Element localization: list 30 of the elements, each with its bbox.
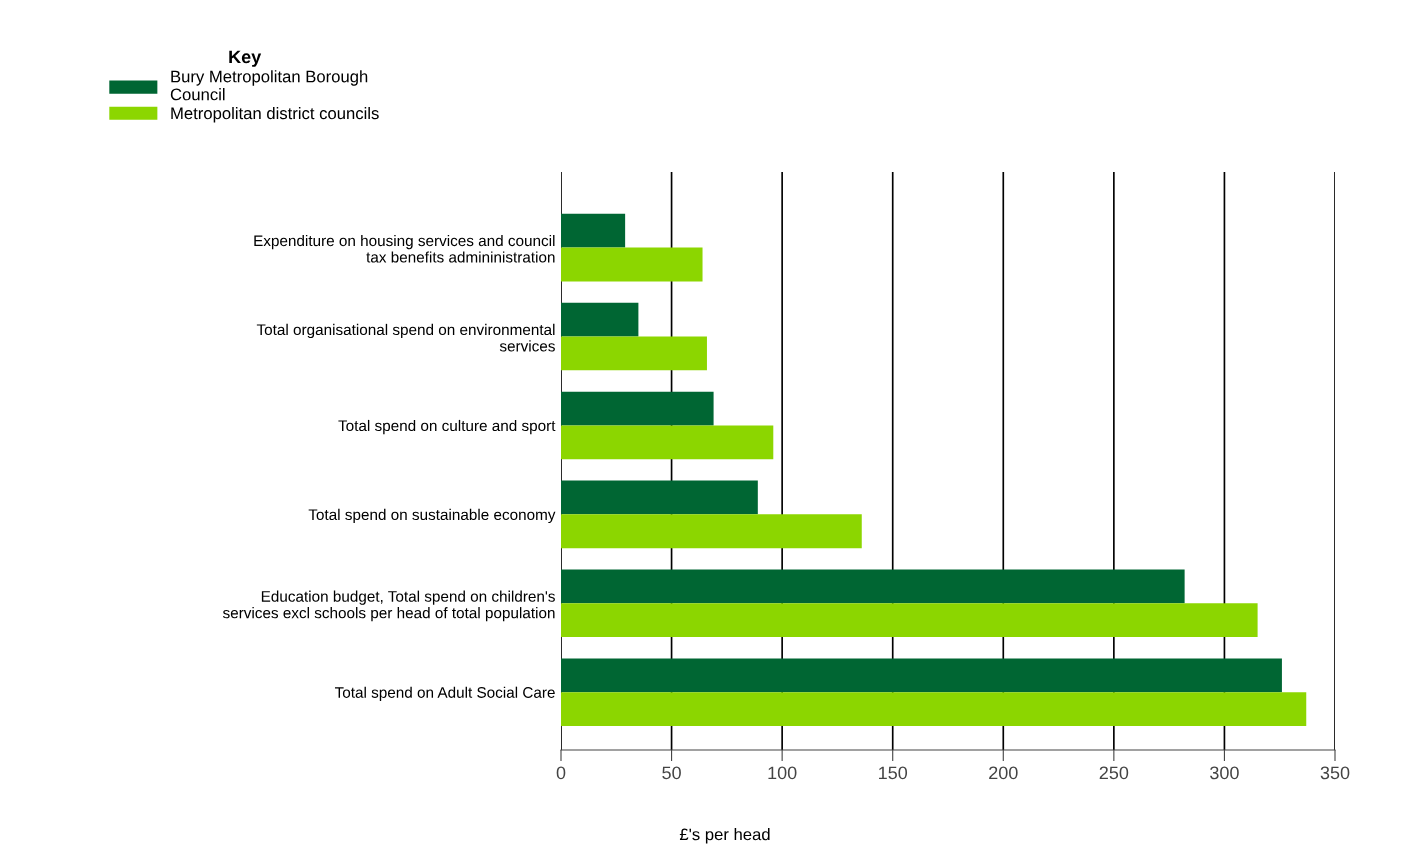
x-tick-label: 0	[556, 766, 566, 780]
bar	[561, 569, 1185, 604]
bar	[561, 658, 1282, 693]
y-tick-label: Education budget, Total spend on children's services excl schools per head of total population	[222, 590, 555, 622]
bar	[561, 302, 639, 337]
x-tick-label: 300	[1210, 766, 1239, 780]
bar	[561, 603, 1258, 638]
x-tick-label: 100	[768, 766, 797, 780]
x-tick-label: 250	[1099, 766, 1129, 780]
bar	[561, 480, 758, 515]
x-tick-label: 200	[989, 766, 1018, 780]
bar	[561, 247, 703, 282]
legend-label: Metropolitan district councils	[171, 106, 379, 123]
bar	[561, 692, 1307, 726]
bar	[561, 336, 707, 371]
bar	[561, 391, 714, 426]
y-tick-label: Total spend on Adult Social Care	[334, 686, 555, 701]
bar	[561, 213, 626, 248]
y-tick-label: Expenditure on housing services and council tax benefits admininistration	[254, 234, 555, 263]
legend-title: Key	[229, 50, 262, 67]
bar	[561, 514, 862, 549]
x-tick-label: 350	[1320, 766, 1350, 780]
x-axis-title: £'s per head	[679, 828, 770, 844]
y-tick-label: Total spend on culture and sport	[338, 419, 556, 435]
x-tick-label: 50	[662, 766, 681, 780]
legend-label: Bury Metropolitan Borough Council	[170, 70, 368, 101]
x-tick-label: 150	[879, 766, 908, 780]
y-tick-label: Total spend on sustainable economy	[308, 508, 556, 524]
y-tick-label: Total organisational spend on environmental services	[256, 323, 555, 352]
bar	[561, 425, 774, 460]
